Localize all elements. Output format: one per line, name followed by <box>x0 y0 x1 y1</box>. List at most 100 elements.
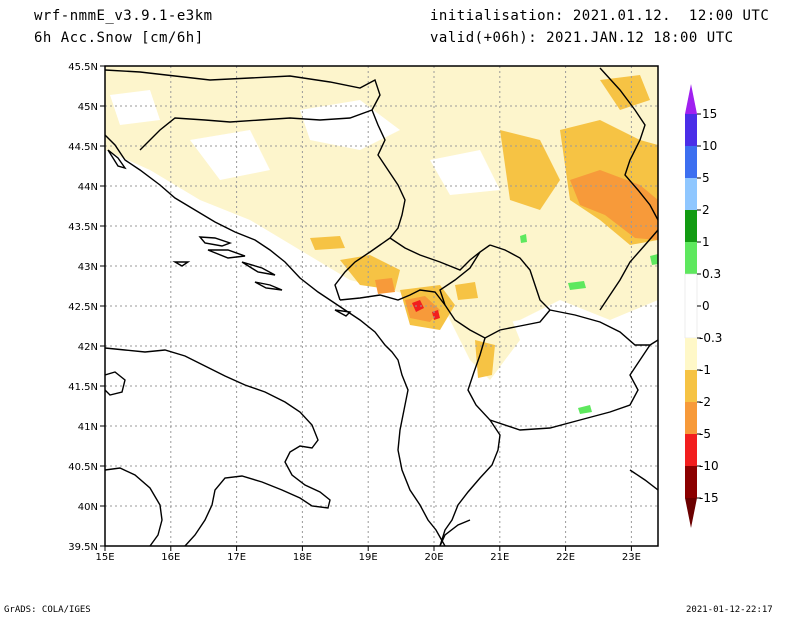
colorbar-box <box>685 338 697 370</box>
colorbar-box <box>685 210 697 242</box>
border-mk-bg <box>549 309 658 346</box>
lat-label: 42N <box>78 342 98 353</box>
lon-label: 23E <box>622 552 641 563</box>
lat-label: 42.5N <box>68 302 98 313</box>
border-hr-ba-north <box>139 109 373 151</box>
colorbar-label: 0 <box>702 299 710 313</box>
colorbar-box <box>685 146 697 178</box>
init-time: initialisation: 2021.01.12. 12:00 UTC <box>430 8 770 24</box>
borders <box>105 67 658 546</box>
lat-label: 45N <box>78 102 98 113</box>
colorbar-label: -15 <box>699 491 719 505</box>
model-title: wrf-nmmE_v3.9.1-e3km <box>34 8 213 24</box>
lon-label: 15E <box>95 552 114 563</box>
island-2 <box>207 249 246 259</box>
lon-label: 16E <box>161 552 180 563</box>
grid-lines <box>105 66 658 546</box>
lat-label: 40N <box>78 502 98 513</box>
border-rs-bg-south <box>599 229 658 311</box>
render-timestamp: 2021-01-12-22:17 <box>686 605 773 615</box>
snow-zone-green-4 <box>650 254 658 265</box>
colorbar-label: 2 <box>702 203 710 217</box>
lat-label: 45.5N <box>68 62 98 73</box>
colorbar-label: -0.3 <box>699 331 722 345</box>
colorbar-box <box>685 434 697 466</box>
colorbar-label: -2 <box>699 395 711 409</box>
border-mk-gr <box>489 344 651 431</box>
colorbar-bottom-arrow <box>685 498 697 528</box>
lon-label: 21E <box>490 552 509 563</box>
lat-label: 39.5N <box>68 542 98 553</box>
colorbar-label: -5 <box>699 427 711 441</box>
colorbar-box <box>685 114 697 146</box>
colorbar: 15 10 5 2 1 0.3 0 -0.3 -1 -2 -5 -10 -15 <box>684 84 722 528</box>
lat-label: 43.5N <box>68 222 98 233</box>
lon-label: 19E <box>359 552 378 563</box>
snow-zone-white-1 <box>300 100 400 150</box>
colorbar-label: 1 <box>702 235 710 249</box>
lon-label: 22E <box>556 552 575 563</box>
colorbar-label: 0.3 <box>702 267 721 281</box>
snow-zone-white-3 <box>430 150 500 195</box>
kosovo-border <box>439 244 551 339</box>
snow-zone-green-3 <box>520 234 527 243</box>
tick-marks <box>100 65 632 551</box>
calabria-coast <box>105 467 163 546</box>
lat-label: 44.5N <box>68 142 98 153</box>
island-3 <box>172 261 191 267</box>
lat-label: 44N <box>78 182 98 193</box>
snow-zone-orange-1 <box>500 130 560 210</box>
snow-zone-green-1 <box>568 281 586 290</box>
colorbar-box <box>684 273 698 339</box>
croatia-coast <box>105 134 446 546</box>
colorbar-label: -1 <box>699 363 711 377</box>
colorbar-top-arrow <box>685 84 697 114</box>
border-ba-rs <box>371 109 406 239</box>
snow-zone-darkorange-3 <box>375 278 395 294</box>
colorbar-box <box>685 370 697 402</box>
border-me-rs <box>389 237 491 271</box>
lat-label: 43N <box>78 262 98 273</box>
colorbar-box <box>685 178 697 210</box>
colorbar-labels: 15 10 5 2 1 0.3 0 -0.3 -1 -2 -5 -10 -15 <box>699 107 722 505</box>
island-7 <box>107 149 127 170</box>
lat-labels: 45.5N 45N 44.5N 44N 43.5N 43N 42.5N 42N … <box>68 62 98 553</box>
lon-label: 18E <box>293 552 312 563</box>
grads-credit: GrADS: COLA/IGES <box>4 605 91 615</box>
island-5 <box>254 281 283 291</box>
snow-zone-white-4 <box>110 90 160 125</box>
italy-heel <box>105 371 126 396</box>
snow-zone-green-2 <box>578 405 592 414</box>
italy-coast <box>105 347 331 546</box>
colorbar-box <box>685 402 697 434</box>
border-hr-hu <box>105 69 381 111</box>
border-rs-bg <box>599 67 658 221</box>
island-1 <box>198 236 233 247</box>
variable-title: 6h Acc.Snow [cm/6h] <box>34 30 204 46</box>
snow-zone-orange-6 <box>310 236 345 250</box>
colorbar-label: -10 <box>699 459 719 473</box>
snow-zone-orange-7 <box>475 340 495 378</box>
coastlines <box>105 134 446 546</box>
border-gr-tr <box>629 469 658 491</box>
snow-zone-orange-8 <box>455 282 478 300</box>
colorbar-box <box>685 242 697 274</box>
border-me-al <box>339 289 446 306</box>
lat-label: 40.5N <box>68 462 98 473</box>
lat-label: 41N <box>78 422 98 433</box>
border-ba-me <box>334 237 391 301</box>
lon-label: 20E <box>424 552 443 563</box>
border-al-mk <box>439 337 501 546</box>
colorbar-label: 5 <box>702 171 710 185</box>
lat-label: 41.5N <box>68 382 98 393</box>
island-6 <box>334 309 352 317</box>
snow-field <box>105 66 658 546</box>
island-4 <box>241 261 276 276</box>
colorbar-label: 15 <box>702 107 717 121</box>
snow-zone-white-2 <box>190 130 270 180</box>
colorbar-box <box>685 466 697 498</box>
lon-labels: 15E 16E 17E 18E 19E 20E 21E 22E 23E <box>95 552 640 563</box>
valid-time: valid(+06h): 2021.JAN.12 18:00 UTC <box>430 30 734 46</box>
border-al-gr <box>439 519 471 546</box>
